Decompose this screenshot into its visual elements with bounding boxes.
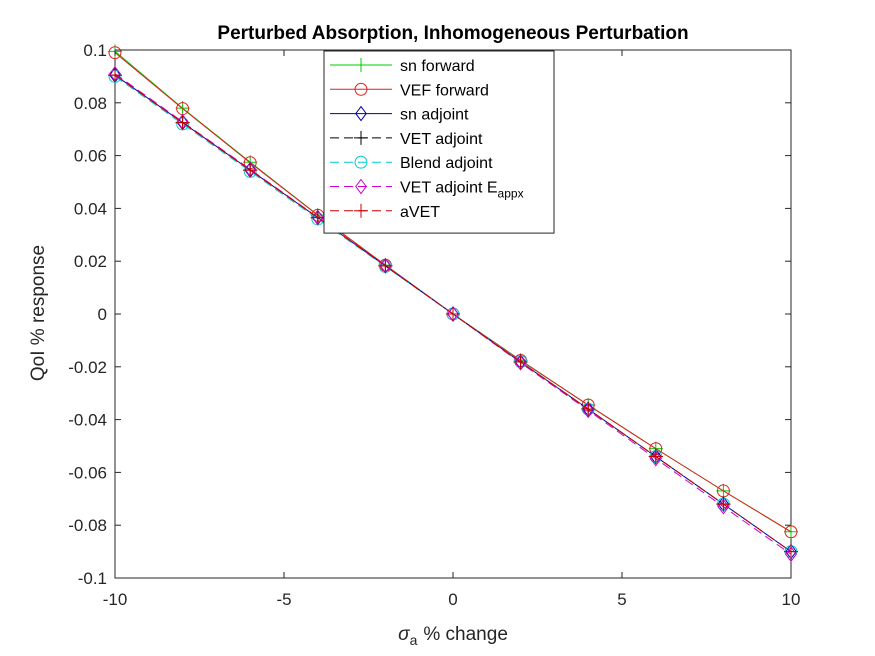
legend-label: VEF forward	[400, 82, 489, 99]
x-tick-label: 5	[617, 590, 626, 609]
y-tick-label: -0.06	[68, 463, 107, 482]
data-point-plus	[243, 163, 258, 178]
series-6	[108, 68, 798, 559]
x-axis-label-subscript: a	[410, 632, 418, 648]
legend-entry: Blend adjoint	[330, 155, 493, 172]
data-point-plus	[716, 497, 731, 512]
data-point-circle	[784, 525, 798, 539]
chart-title: Perturbed Absorption, Inhomogeneous Pert…	[217, 23, 688, 44]
legend-label: sn adjoint	[400, 107, 469, 124]
data-point-plus	[446, 307, 460, 321]
x-tick-label: -10	[103, 590, 128, 609]
x-tick-label: -5	[276, 590, 291, 609]
data-point-circle	[108, 46, 122, 60]
data-point-plus	[354, 203, 368, 218]
legend-entry: VEF forward	[330, 82, 489, 99]
data-point-plus	[354, 130, 368, 145]
y-tick-label: 0.08	[74, 94, 107, 113]
y-axis-label: QoI % response	[28, 245, 49, 381]
legend-entry: sn forward	[330, 58, 475, 75]
x-axis-label-symbol: σ	[398, 624, 411, 645]
data-point-diamond	[355, 105, 367, 122]
data-point-plus	[310, 210, 325, 225]
legend-entry: sn adjoint	[330, 105, 469, 124]
y-tick-label: 0	[98, 305, 107, 324]
y-tick-label: 0.02	[74, 252, 107, 271]
legend-label: VET adjoint	[400, 131, 483, 148]
y-tick-label: 0.1	[83, 41, 107, 60]
legend: sn forward VEF forward sn adjoint VET adjoi…	[323, 50, 555, 234]
y-tick-label: -0.02	[68, 358, 107, 377]
data-point-plus	[784, 544, 798, 559]
data-point-diamond	[582, 402, 595, 419]
data-point-circle	[354, 155, 368, 169]
y-axis-ticks: -0.1 -0.08 -0.06 -0.04 -0.02 0 0.02 0.04 0.06 0.0…	[68, 41, 791, 588]
data-point-plus	[513, 355, 528, 370]
x-axis-label: σa % change	[398, 624, 508, 648]
y-tick-label: -0.1	[78, 569, 107, 588]
legend-entry: VET adjoint Eappx	[330, 178, 524, 201]
legend-label: VET adjoint Eappx	[400, 180, 524, 201]
legend-label: sn forward	[400, 58, 475, 75]
data-point-diamond	[355, 178, 367, 195]
data-point-plus	[108, 68, 122, 83]
legend-label: Blend adjoint	[400, 155, 493, 172]
legend-entry: VET adjoint	[330, 131, 483, 148]
x-tick-label: 10	[782, 590, 801, 609]
legend-label: aVET	[400, 204, 440, 221]
x-tick-label: 0	[448, 590, 457, 609]
x-axis-label-text: % change	[423, 624, 508, 645]
data-point-plus	[581, 402, 596, 417]
data-point-plus	[354, 58, 368, 72]
x-axis-ticks: -10 -5 0 5 10	[103, 50, 801, 609]
data-point-plus	[378, 258, 393, 273]
data-point-circle	[354, 82, 368, 96]
data-point-diamond	[514, 355, 527, 371]
y-tick-label: -0.04	[68, 411, 107, 430]
y-tick-label: -0.08	[68, 516, 107, 535]
y-tick-label: 0.06	[74, 147, 107, 166]
legend-entry: aVET	[330, 203, 440, 221]
series-layer	[108, 44, 798, 563]
y-tick-label: 0.04	[74, 199, 107, 218]
data-point-plus	[648, 449, 663, 464]
legend-box	[323, 50, 555, 234]
data-point-plus	[175, 115, 190, 130]
